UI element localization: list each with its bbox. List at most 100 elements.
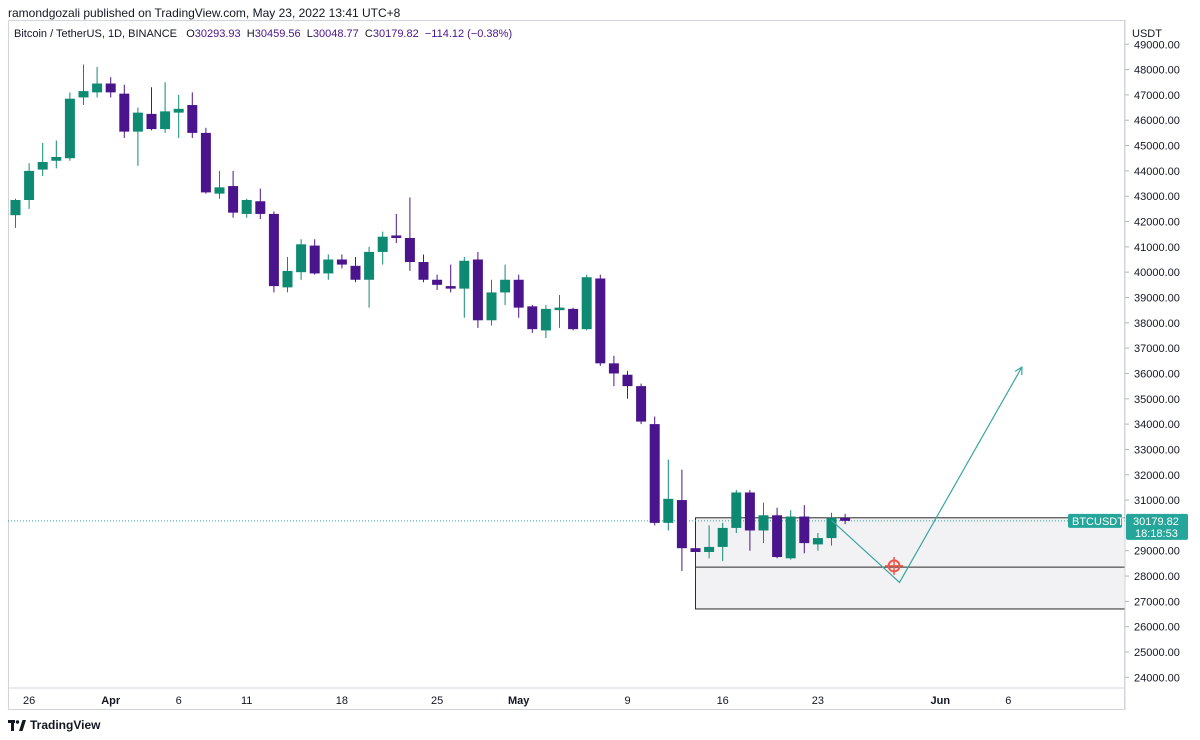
projection-path — [831, 366, 1023, 584]
publish-header: ramondgozali published on TradingView.co… — [8, 6, 401, 20]
price-axis-currency: USDT — [1132, 28, 1162, 40]
candle-body — [105, 83, 116, 93]
candle-body — [92, 83, 103, 93]
candle-body — [649, 424, 660, 523]
price-tick-label: 35000.00 — [1134, 394, 1180, 406]
price-tick-label: 44000.00 — [1134, 166, 1180, 178]
price-tick-label: 45000.00 — [1134, 141, 1180, 153]
support-zone — [8, 517, 1126, 610]
candle-body — [296, 244, 307, 273]
legend-open-label: O — [186, 28, 195, 40]
candle-body — [377, 236, 388, 252]
price-tick-label: 38000.00 — [1134, 318, 1180, 330]
footer-brand-label: TradingView — [30, 718, 101, 732]
candle-body — [132, 112, 143, 132]
time-tick-label: 25 — [431, 695, 443, 707]
candle-body — [404, 237, 415, 263]
candle-body — [432, 279, 443, 285]
time-tick-label: 18 — [336, 695, 348, 707]
price-tick-label: 47000.00 — [1134, 90, 1180, 102]
candle-body — [690, 548, 701, 552]
candle-body — [527, 306, 538, 330]
legend-close-label: C — [364, 28, 373, 40]
price-tick-label: 34000.00 — [1134, 419, 1180, 431]
candle-body — [758, 515, 769, 531]
candle-body — [581, 277, 592, 330]
candle-body — [282, 270, 293, 288]
candle-body — [636, 386, 647, 422]
legend-high-label: H — [246, 28, 255, 40]
candle-body — [10, 199, 21, 216]
candle-body — [622, 374, 633, 387]
tradingview-logo-icon — [8, 719, 26, 731]
time-tick-label: 23 — [812, 695, 824, 707]
last-price-value: 30179.82 — [1133, 516, 1179, 528]
candle-body — [146, 113, 157, 130]
price-tick-label: 40000.00 — [1134, 267, 1180, 279]
candle-body — [241, 199, 252, 214]
candle-body — [78, 91, 89, 98]
legend-symbol: Bitcoin / TetherUS, 1D, BINANCE — [14, 28, 178, 40]
time-tick-label: Apr — [101, 695, 121, 707]
time-tick-label: 26 — [23, 695, 35, 707]
time-tick-label: 6 — [176, 695, 182, 707]
candle-body — [160, 111, 171, 130]
price-tick-label: 31000.00 — [1134, 495, 1180, 507]
time-tick-label: 11 — [241, 695, 252, 707]
candle-body — [391, 235, 402, 238]
candle-body — [64, 98, 75, 159]
symbol-badge-label: BTCUSDT — [1072, 516, 1124, 528]
price-tick-label: 28000.00 — [1134, 571, 1180, 583]
candle-body — [350, 265, 361, 280]
candle-body — [568, 308, 579, 330]
candle-body — [676, 500, 687, 549]
candle-body — [24, 170, 35, 200]
candle-body — [323, 259, 334, 274]
candles — [10, 64, 851, 583]
countdown-value: 18:18:53 — [1135, 528, 1178, 540]
symbol-legend: Bitcoin / TetherUS, 1D, BINANCE O30293.9… — [14, 28, 512, 40]
candle-body — [513, 279, 524, 308]
candle-body — [445, 286, 456, 289]
footer-brand[interactable]: TradingView — [8, 718, 100, 732]
candle-body — [486, 292, 497, 321]
price-tick-label: 25000.00 — [1134, 647, 1180, 659]
legend-change: −114.12 (−0.38%) — [424, 28, 513, 40]
candle-body — [268, 213, 279, 287]
candle-body — [717, 527, 728, 547]
last-price-badge — [1126, 513, 1188, 540]
time-tick-label: 6 — [1005, 695, 1011, 707]
legend-low: 30048.77 — [312, 28, 359, 40]
candle-body — [540, 308, 551, 331]
candle-body — [785, 516, 796, 559]
candle-body — [51, 156, 62, 161]
candle-body — [812, 538, 823, 545]
price-tick-label: 26000.00 — [1134, 622, 1180, 634]
candle-body — [364, 251, 375, 280]
time-tick-label: 16 — [717, 695, 729, 707]
price-tick-label: 27000.00 — [1134, 596, 1180, 608]
candle-body — [459, 260, 470, 289]
price-tick-label: 49000.00 — [1134, 39, 1180, 51]
candle-body — [608, 363, 619, 374]
price-tick-label: 46000.00 — [1134, 115, 1180, 127]
price-tick-label: 43000.00 — [1134, 191, 1180, 203]
candle-body — [309, 245, 320, 274]
candle-body — [704, 546, 715, 552]
candle-body — [472, 259, 483, 321]
price-tick-label: 39000.00 — [1134, 292, 1180, 304]
candle-body — [826, 517, 837, 539]
candle-body — [336, 259, 347, 265]
candle-body — [200, 132, 211, 193]
candle-body — [214, 187, 225, 194]
candle-body — [595, 278, 606, 364]
price-tick-label: 32000.00 — [1134, 470, 1180, 482]
candle-body — [840, 517, 851, 521]
candle-body — [554, 307, 565, 311]
symbol-badge — [1068, 513, 1122, 528]
projection-drawing — [831, 366, 1023, 584]
candle-body — [187, 105, 198, 133]
time-tick-label: May — [508, 695, 530, 707]
